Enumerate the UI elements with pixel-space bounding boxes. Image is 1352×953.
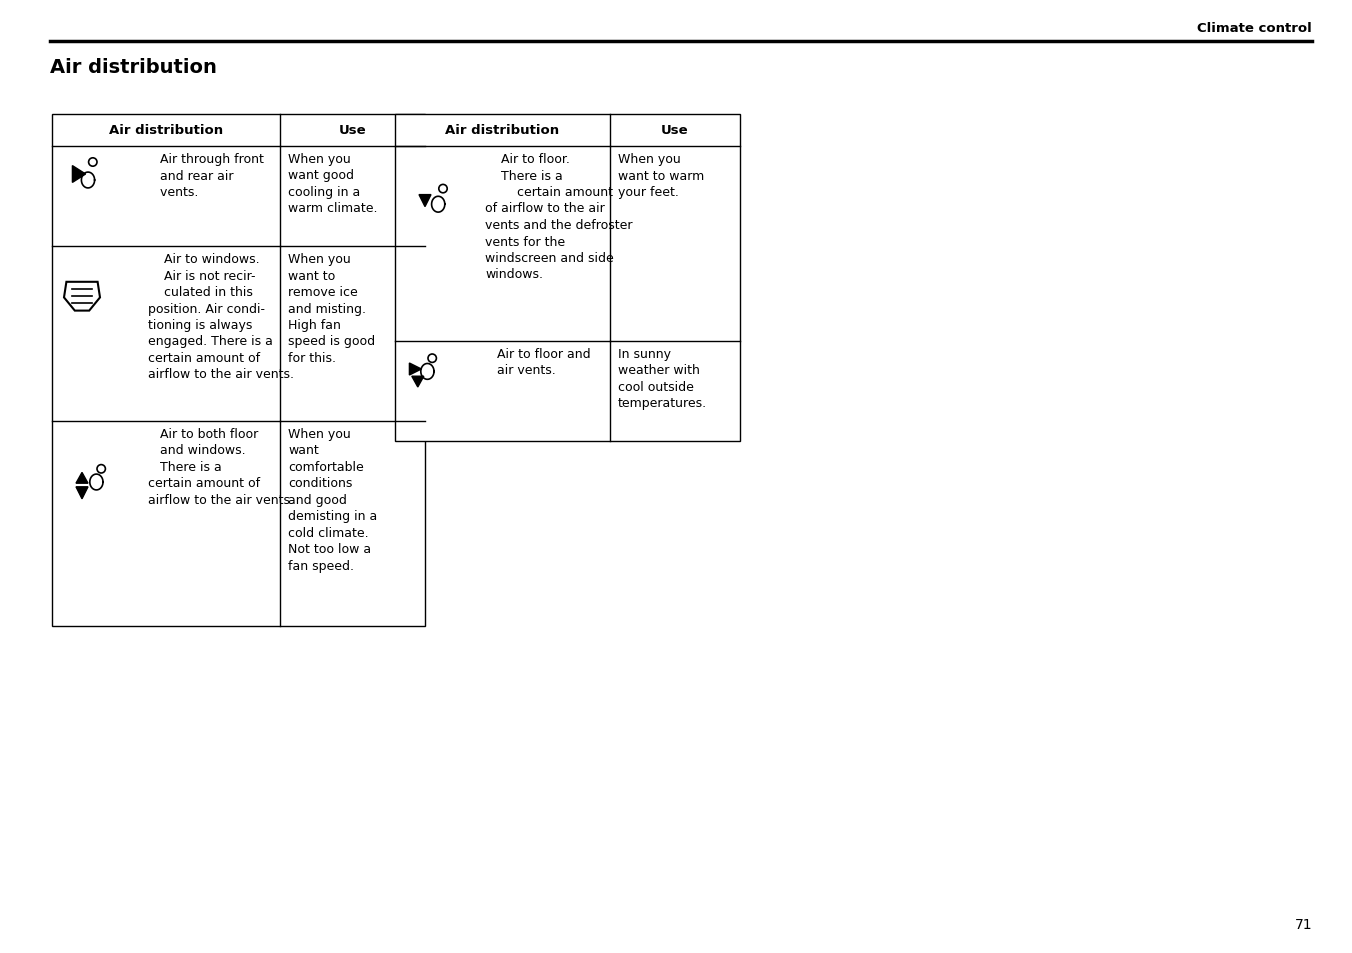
Text: When you
want good
cooling in a
warm climate.: When you want good cooling in a warm cli…	[288, 152, 377, 215]
Text: 71: 71	[1294, 917, 1311, 931]
Polygon shape	[410, 364, 422, 375]
Polygon shape	[73, 167, 85, 183]
Text: Air to windows.
    Air is not recir-
    culated in this
position. Air condi-
t: Air to windows. Air is not recir- culate…	[147, 253, 293, 381]
Text: Air to both floor
   and windows.
   There is a
certain amount of
airflow to the: Air to both floor and windows. There is …	[147, 428, 293, 506]
Polygon shape	[419, 195, 431, 208]
Text: Air through front
   and rear air
   vents.: Air through front and rear air vents.	[147, 152, 264, 199]
Text: When you
want to warm
your feet.: When you want to warm your feet.	[618, 152, 704, 199]
Text: When you
want to
remove ice
and misting.
High fan
speed is good
for this.: When you want to remove ice and misting.…	[288, 253, 375, 365]
Polygon shape	[76, 487, 88, 499]
Text: Use: Use	[661, 125, 688, 137]
Text: Air to floor and
   air vents.: Air to floor and air vents.	[485, 348, 591, 377]
Text: Air distribution: Air distribution	[110, 125, 223, 137]
Polygon shape	[76, 473, 88, 484]
Text: Air distribution: Air distribution	[50, 58, 216, 77]
Text: In sunny
weather with
cool outside
temperatures.: In sunny weather with cool outside tempe…	[618, 348, 707, 410]
Text: Air distribution: Air distribution	[445, 125, 560, 137]
Polygon shape	[412, 376, 423, 388]
Bar	[51, 115, 425, 626]
Text: Air to floor.
    There is a
        certain amount
of airflow to the air
vents : Air to floor. There is a certain amount …	[485, 152, 633, 281]
Text: Use: Use	[339, 125, 366, 137]
Bar	[395, 115, 740, 441]
Text: Climate control: Climate control	[1198, 22, 1311, 35]
Text: When you
want
comfortable
conditions
and good
demisting in a
cold climate.
Not t: When you want comfortable conditions and…	[288, 428, 377, 573]
